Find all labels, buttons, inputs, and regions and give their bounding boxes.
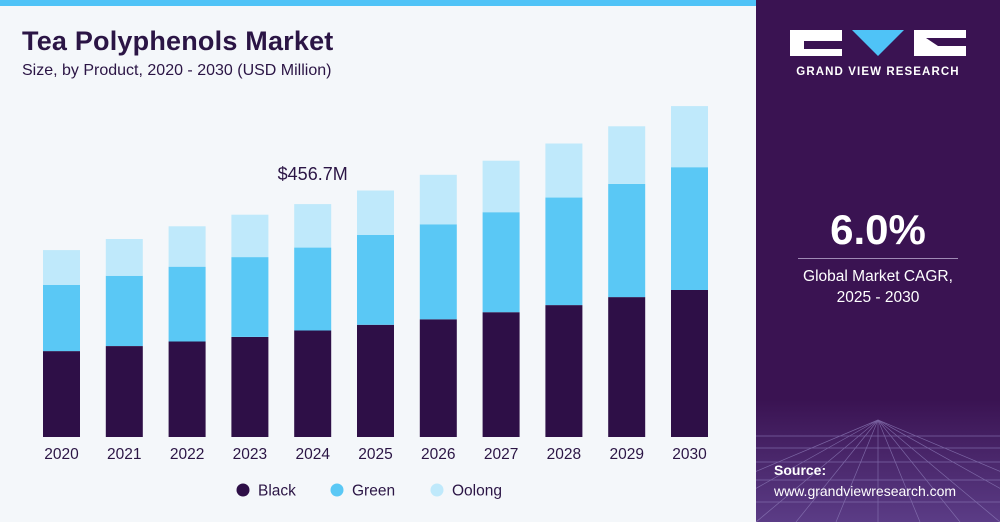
x-tick-label-2022: 2022 [170,446,204,463]
bar-oolong-2029 [608,126,646,184]
bar-black-2022 [168,341,206,437]
bar-green-2021 [105,275,143,346]
bar-oolong-2021 [105,239,143,276]
bar-green-2028 [545,197,583,306]
grand-view-research-logo [790,30,966,56]
bar-black-2024 [294,330,332,437]
x-tick-label-2021: 2021 [107,446,141,463]
bar-oolong-2026 [419,174,457,225]
bar-oolong-2025 [357,190,394,235]
bar-black-2030 [671,290,708,437]
stacked-bar-chart: 2020 2021 2022 2023 2024 2025 2026 2027 2028 2029… [43,106,708,500]
bar-green-2030 [671,167,708,290]
legend-label-black: Black [258,483,296,500]
sidebar-panel: GRAND VIEW RESEARCH 6.0% Global Market C… [756,0,1000,522]
bar-green-2022 [168,266,206,342]
top-accent-strip [0,0,756,6]
source-label: Source: [774,462,827,478]
chart-subtitle: Size, by Product, 2020 - 2030 (USD Milli… [22,62,332,79]
bar-black-2021 [105,346,143,437]
bar-black-2025 [357,324,394,437]
bar-black-2029 [608,297,646,437]
bar-green-2026 [419,224,457,320]
x-tick-label-2024: 2024 [295,446,330,463]
cagr-label-line1: Global Market CAGR, [803,268,953,285]
bar-green-2024 [294,247,332,331]
perspective-grid-decoration [756,400,1000,522]
cagr-label-line2: 2025 - 2030 [836,289,920,306]
bar-green-2027 [482,212,520,313]
bar-oolong-2027 [482,160,520,213]
cagr-divider [798,258,958,259]
x-tick-label-2023: 2023 [233,446,267,463]
x-tick-label-2026: 2026 [421,446,455,463]
bar-oolong-2028 [545,143,583,198]
bar-green-2025 [357,234,394,325]
cagr-label: Global Market CAGR, 2025 - 2030 [756,266,1000,308]
bar-black-2020 [43,351,80,437]
legend-swatch-black [236,483,250,497]
x-tick-label-2028: 2028 [547,446,581,463]
bar-oolong-2022 [168,226,206,267]
bar-oolong-2020 [43,250,80,285]
x-tick-label-2030: 2030 [672,446,707,463]
source-url: www.grandviewresearch.com [774,483,957,499]
bar-oolong-2024 [294,204,332,248]
bar-oolong-2023 [231,214,269,258]
legend-label-oolong: Oolong [452,483,502,500]
chart-title: Tea Polyphenols Market [22,26,334,56]
legend-label-green: Green [352,483,395,500]
brand-name: GRAND VIEW RESEARCH [796,66,960,78]
x-tick-label-2025: 2025 [358,446,392,463]
legend-swatch-oolong [430,483,444,497]
x-tick-label-2029: 2029 [609,446,643,463]
cagr-value: 6.0% [830,206,926,253]
legend-swatch-green [330,483,344,497]
data-label-2024: $456.7M [278,164,348,184]
bar-black-2026 [419,319,457,437]
bar-black-2023 [231,337,269,437]
bar-oolong-2030 [671,106,708,168]
x-tick-label-2027: 2027 [484,446,518,463]
bar-green-2020 [43,284,80,352]
bar-green-2023 [231,257,269,337]
x-tick-label-2020: 2020 [44,446,79,463]
bar-black-2028 [545,305,583,437]
bar-black-2027 [482,312,520,437]
bar-green-2029 [608,183,646,298]
